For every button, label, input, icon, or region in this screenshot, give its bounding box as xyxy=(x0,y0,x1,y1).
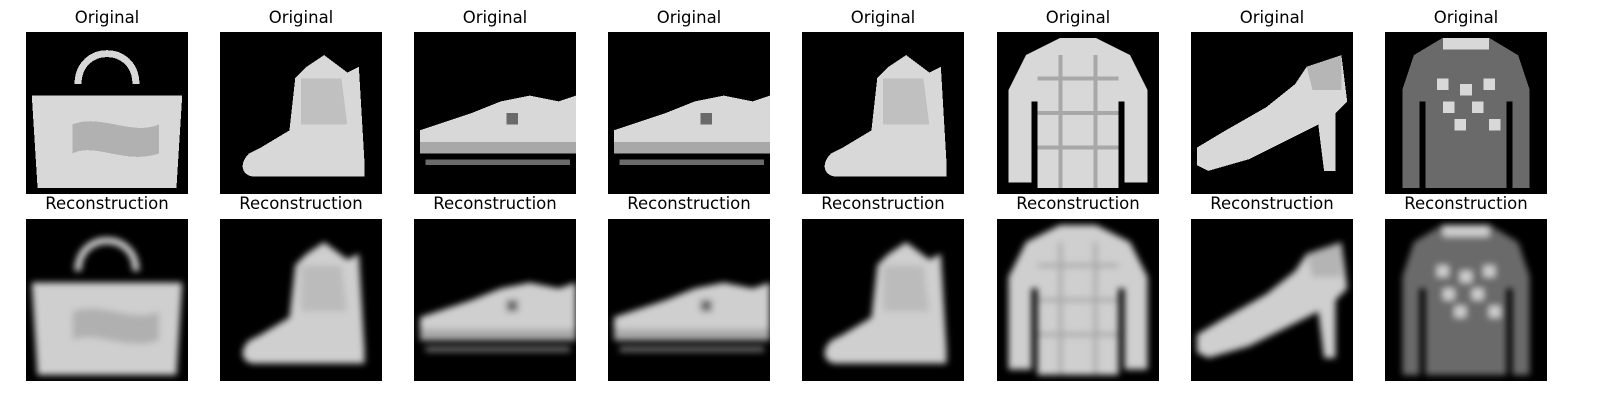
original-pullover-image xyxy=(1385,32,1547,194)
original-title: Original xyxy=(268,8,334,27)
reconstruction-handbag-image xyxy=(26,219,188,381)
original-title: Original xyxy=(656,8,722,27)
reconstruction-title: Reconstruction xyxy=(1404,194,1528,213)
reconstruction-pullover-image xyxy=(1385,219,1547,381)
original-handbag-image xyxy=(26,32,188,194)
original-title: Original xyxy=(1433,8,1499,27)
original-title: Original xyxy=(462,8,528,27)
original-sneaker-image xyxy=(608,32,770,194)
reconstruction-title: Reconstruction xyxy=(1016,194,1140,213)
reconstruction-title: Reconstruction xyxy=(239,194,363,213)
reconstruction-high-heel-shoe-image xyxy=(1191,219,1353,381)
reconstruction-ankle-boot-image xyxy=(802,219,964,381)
original-high-heel-shoe-image xyxy=(1191,32,1353,194)
reconstruction-title: Reconstruction xyxy=(433,194,557,213)
original-ankle-boot-image xyxy=(802,32,964,194)
original-title: Original xyxy=(850,8,916,27)
reconstruction-sneaker-image xyxy=(414,219,576,381)
reconstruction-title: Reconstruction xyxy=(45,194,169,213)
reconstruction-title: Reconstruction xyxy=(1210,194,1334,213)
original-title: Original xyxy=(74,8,140,27)
original-ankle-boot-image xyxy=(220,32,382,194)
original-title: Original xyxy=(1045,8,1111,27)
original-sneaker-image xyxy=(414,32,576,194)
reconstruction-shirt-image xyxy=(997,219,1159,381)
reconstruction-title: Reconstruction xyxy=(821,194,945,213)
reconstruction-sneaker-image xyxy=(608,219,770,381)
original-title: Original xyxy=(1239,8,1305,27)
original-shirt-image xyxy=(997,32,1159,194)
reconstruction-title: Reconstruction xyxy=(627,194,751,213)
reconstruction-ankle-boot-image xyxy=(220,219,382,381)
